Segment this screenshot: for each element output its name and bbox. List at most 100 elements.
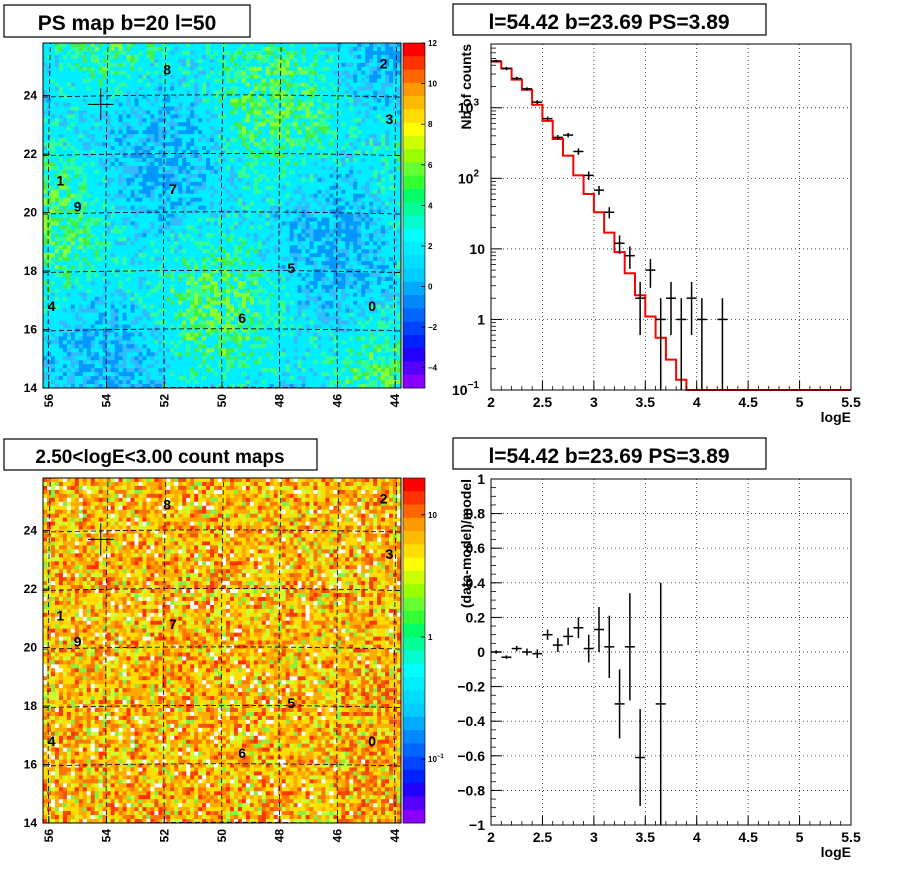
ps-color-scale-band-16 <box>403 255 425 269</box>
source-label-7: 7 <box>169 616 177 632</box>
x-tick-label-5: 5 <box>796 394 804 410</box>
source-label-3: 3 <box>386 546 394 562</box>
ps-color-scale-frame <box>402 42 426 389</box>
data-point-4 <box>532 100 543 105</box>
y-tick-label-−1: −1 <box>469 817 485 833</box>
residual-point-3 <box>522 648 532 656</box>
data-point-8 <box>573 148 584 155</box>
grid-line-b-18 <box>43 704 401 708</box>
spectrum-model-series <box>491 60 851 391</box>
x-tick-label-48: 48 <box>273 829 287 843</box>
y-tick-label-10: 10 <box>469 241 485 257</box>
source-label-6: 6 <box>238 745 246 761</box>
residual-point-13 <box>624 593 635 701</box>
count-color-scale-band-8 <box>403 584 425 598</box>
y-tick-label-0: 0 <box>477 644 485 660</box>
x-tick-label-46: 46 <box>331 829 345 843</box>
source-label-1: 1 <box>56 607 64 623</box>
residual-point-4 <box>532 649 543 659</box>
y-tick-label-22: 22 <box>24 582 38 596</box>
count-color-scale-band-21 <box>403 756 425 771</box>
x-tick-label-52: 52 <box>157 394 171 408</box>
count-color-scale-tick-label-10: 10 <box>428 511 437 520</box>
x-tick-label-44: 44 <box>388 394 402 408</box>
source-label-1: 1 <box>56 172 64 188</box>
ps-color-scale-band-11 <box>403 188 425 203</box>
y-tick-label-18: 18 <box>24 699 38 713</box>
ps-map-source-labels: 8 2 3 1 7 9 5 4 6 0 <box>48 55 394 325</box>
spectrum-title-box <box>452 3 767 36</box>
ps-color-scale-band-4 <box>403 96 425 110</box>
data-point-13 <box>624 246 635 269</box>
count-color-scale-band-16 <box>403 690 425 704</box>
count-color-scale-band-11 <box>403 623 425 638</box>
grid-line-l-46 <box>336 478 340 823</box>
ps-color-scale-band-9 <box>403 162 425 177</box>
source-label-5: 5 <box>287 260 295 276</box>
grid-line-l-48 <box>278 43 282 388</box>
source-label-0: 0 <box>368 733 376 749</box>
x-tick-label-2.5: 2.5 <box>533 829 553 845</box>
grid-line-l-52 <box>163 478 167 823</box>
y-tick-label-0.2: 0.2 <box>466 609 486 625</box>
spectrum-x-axis-label: logE <box>821 409 851 425</box>
data-point-2 <box>511 76 522 81</box>
count-color-scale-band-7 <box>403 570 425 585</box>
count-map-x-tick-labels: 56 54 52 50 48 46 44 <box>42 816 402 842</box>
y-tick-label-100: 102 <box>458 168 480 186</box>
ps-color-scale-band-22 <box>403 334 425 349</box>
residual-point-15 <box>655 582 666 825</box>
y-tick-exponent: 3 <box>473 98 479 109</box>
count-color-scale-band-1 <box>403 491 425 505</box>
source-label-5: 5 <box>287 695 295 711</box>
ps-color-scale-band-20 <box>403 308 425 323</box>
y-tick-label-20: 20 <box>24 206 38 220</box>
count-color-scale-band-17 <box>403 703 425 718</box>
ps-color-scale-band-23 <box>403 348 425 362</box>
grid-line-l-54 <box>105 43 109 388</box>
x-tick-label-4: 4 <box>693 829 701 845</box>
residual-point-1 <box>501 655 512 659</box>
count-color-scale-band-6 <box>403 557 425 572</box>
data-point-0 <box>491 59 502 63</box>
x-tick-label-56: 56 <box>42 829 56 843</box>
x-tick-label-44: 44 <box>388 829 402 843</box>
residual-y-axis-label: (data-model)/model <box>458 479 474 608</box>
grid-line-l-44 <box>394 478 398 823</box>
x-tick-label-2: 2 <box>487 829 495 845</box>
spectrum-panel: l=54.42 b=23.69 PS=3.89 2 2.5 3 3.5 4 4.5 5 5.5… <box>452 3 861 425</box>
ps-color-scale-band-5 <box>403 109 425 124</box>
count-map-position-marker <box>87 523 114 556</box>
y-tick-label-24: 24 <box>24 524 38 538</box>
grid-line-l-48 <box>278 478 282 823</box>
residual-title: l=54.42 b=23.69 PS=3.89 <box>488 445 729 468</box>
residual-point-9 <box>583 634 594 663</box>
data-point-15 <box>645 258 656 288</box>
grid-line-l-54 <box>105 478 109 823</box>
y-tick-label-0.4: 0.4 <box>466 575 486 591</box>
ps-color-scale-band-6 <box>403 122 425 137</box>
source-label-0: 0 <box>368 298 376 314</box>
grid-line-b-18 <box>43 269 401 273</box>
grid-line-b-24 <box>43 94 401 98</box>
ps-color-scale-tick-label-12: 12 <box>428 39 437 48</box>
grid-line-b-20 <box>43 646 401 650</box>
y-tick-label-22: 22 <box>24 147 38 161</box>
count-color-scale-band-0 <box>403 478 425 492</box>
residual-point-10 <box>594 607 604 652</box>
ps-color-scale-band-0 <box>403 43 425 57</box>
count-map-source-labels: 8 2 3 1 7 9 5 4 6 0 <box>48 490 394 760</box>
residual-panel: l=54.42 b=23.69 PS=3.89 2 2.5 3 3.5 4 4.5 5 5.5… <box>452 437 861 860</box>
x-tick-label-50: 50 <box>215 829 229 843</box>
grid-line-b-16 <box>43 328 401 332</box>
ps-color-scale-band-2 <box>403 69 425 84</box>
grid-line-b-16 <box>43 763 401 767</box>
x-tick-label-56: 56 <box>42 394 56 408</box>
y-tick-label-16: 16 <box>24 758 38 772</box>
data-point-10 <box>594 185 604 195</box>
count-color-scale-band-14 <box>403 663 425 678</box>
residual-axes: 2 2.5 3 3.5 4 4.5 5 5.5 1 0.8 0.6 0.4 0.2 0 −0.2 −0.4 −0… <box>457 471 861 845</box>
data-point-14 <box>635 281 646 336</box>
count-color-scale-tick-sup: −1 <box>437 754 445 760</box>
